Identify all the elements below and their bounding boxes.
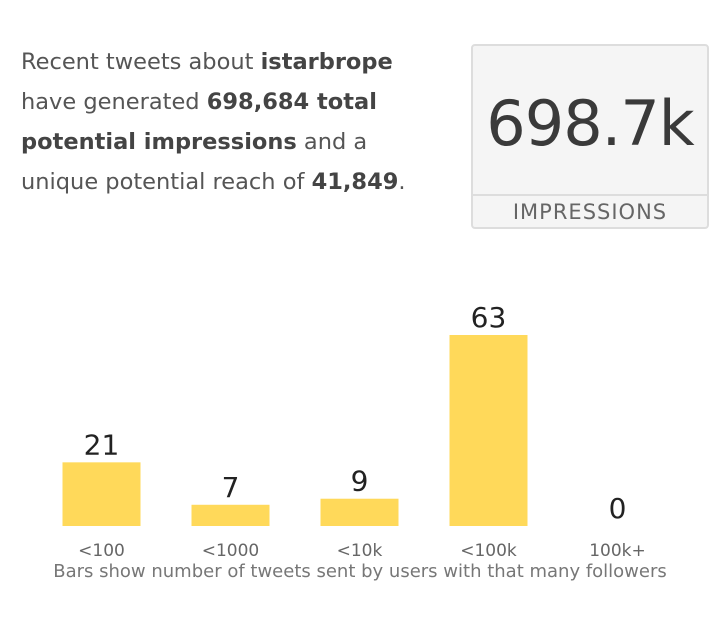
card-divider	[473, 194, 707, 196]
bar	[62, 462, 141, 526]
impressions-card: 698.7k IMPRESSIONS	[471, 44, 709, 229]
summary-reach: 41,849	[311, 169, 399, 195]
x-tick-label: <100k	[460, 541, 517, 561]
summary-topic: istarbrope	[260, 49, 393, 75]
bar-value-label: 7	[222, 471, 240, 504]
x-tick-label: <100	[78, 541, 125, 561]
summary-middle: have generated	[21, 89, 207, 115]
bar-value-label: 63	[471, 301, 507, 334]
summary-text: Recent tweets about istarbrope have gene…	[21, 42, 441, 202]
impressions-label: IMPRESSIONS	[512, 200, 668, 224]
x-tick-label: <10k	[337, 541, 383, 561]
summary-impressions: 698,684 total potential impressions	[21, 89, 377, 155]
chart-caption: Bars show number of tweets sent by users…	[53, 561, 667, 582]
x-tick-label: 100k+	[589, 541, 646, 561]
bar	[320, 498, 399, 526]
bar-value-label: 21	[84, 428, 120, 461]
summary-prefix: Recent tweets about	[21, 49, 261, 75]
bar	[191, 504, 270, 526]
bar	[449, 335, 528, 526]
summary-suffix: .	[398, 169, 406, 195]
summary-middle2: and a unique potential reach of	[21, 129, 368, 195]
bar-value-label: 0	[609, 492, 627, 525]
impressions-value: 698.7k	[486, 87, 694, 160]
x-tick-label: <1000	[202, 541, 260, 561]
bar-value-label: 9	[351, 465, 369, 498]
followers-bar-chart: 21 <100 7 <1000 9 <10k 63 <100k 0 100k+	[62, 301, 646, 561]
